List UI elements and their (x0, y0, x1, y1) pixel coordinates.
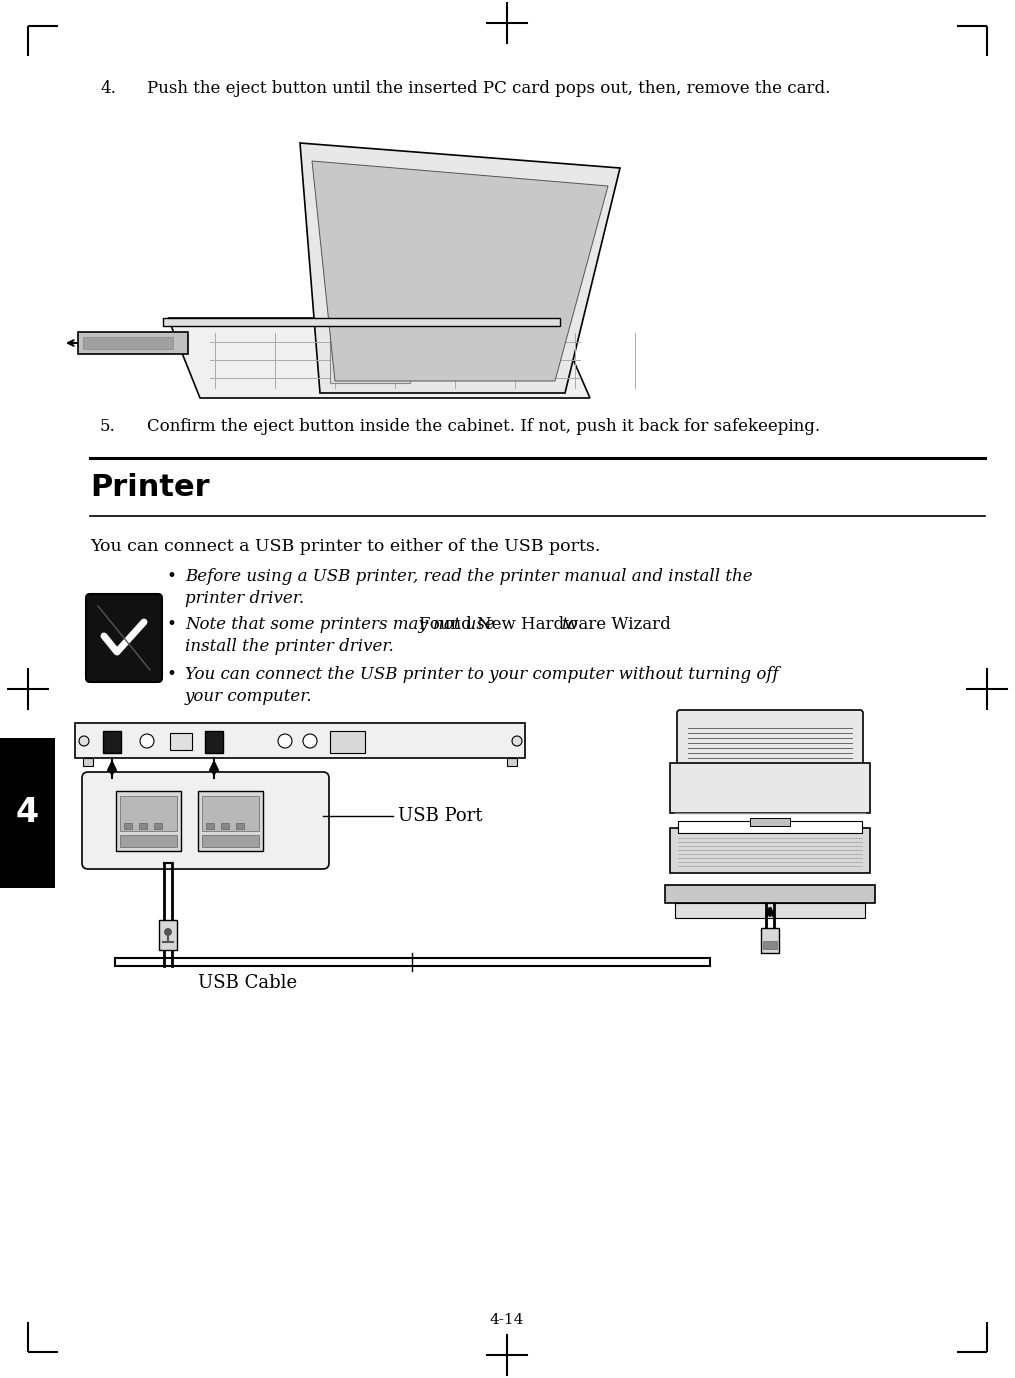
Bar (202, 835, 259, 847)
Text: 5.: 5. (100, 418, 116, 435)
Text: Found New Hardware Wizard: Found New Hardware Wizard (419, 616, 676, 633)
Text: •: • (167, 568, 177, 586)
Bar (124, 823, 132, 830)
Bar (330, 730, 365, 752)
Bar (750, 819, 790, 825)
Bar (221, 823, 229, 830)
Bar (665, 885, 875, 903)
Text: USB Port: USB Port (398, 808, 482, 825)
FancyBboxPatch shape (677, 710, 863, 772)
Text: Note that some printers may not use: Note that some printers may not use (185, 616, 500, 633)
Bar (120, 796, 177, 831)
Text: 4.: 4. (100, 80, 116, 96)
Bar (154, 823, 162, 830)
Bar (670, 828, 870, 874)
Text: your computer.: your computer. (185, 688, 313, 706)
Polygon shape (168, 318, 590, 398)
Bar (205, 730, 223, 752)
Bar (116, 791, 181, 852)
Bar (508, 758, 517, 766)
Bar (236, 823, 244, 830)
Text: Before using a USB printer, read the printer manual and install the: Before using a USB printer, read the pri… (185, 568, 753, 586)
FancyBboxPatch shape (86, 594, 162, 682)
Polygon shape (300, 143, 620, 393)
Bar (763, 941, 777, 949)
Bar (139, 823, 147, 830)
Bar (103, 730, 121, 752)
Text: Push the eject button until the inserted PC card pops out, then, remove the card: Push the eject button until the inserted… (147, 80, 830, 96)
FancyBboxPatch shape (82, 772, 329, 870)
Bar (202, 796, 259, 831)
Text: to: to (561, 616, 578, 633)
Text: 4: 4 (15, 796, 39, 830)
Circle shape (79, 736, 89, 745)
Text: Printer: Printer (90, 473, 210, 502)
Circle shape (164, 927, 172, 936)
Text: •: • (167, 666, 177, 683)
Circle shape (512, 736, 522, 745)
Bar (670, 763, 870, 813)
Bar (0, 739, 55, 887)
Bar (120, 835, 177, 847)
Bar (678, 821, 862, 832)
Bar (198, 791, 263, 852)
Bar (206, 823, 214, 830)
Bar (330, 328, 410, 383)
Circle shape (303, 734, 317, 748)
Circle shape (278, 734, 292, 748)
Bar (83, 758, 93, 766)
Polygon shape (78, 332, 188, 354)
Text: USB Cable: USB Cable (198, 974, 297, 992)
Text: Confirm the eject button inside the cabinet. If not, push it back for safekeepin: Confirm the eject button inside the cabi… (147, 418, 820, 435)
Text: You can connect a USB printer to either of the USB ports.: You can connect a USB printer to either … (90, 537, 601, 555)
Bar (163, 318, 560, 327)
Bar (75, 723, 525, 758)
Bar (675, 903, 865, 918)
Circle shape (140, 734, 154, 748)
Text: You can connect the USB printer to your computer without turning off: You can connect the USB printer to your … (185, 666, 779, 683)
Bar (170, 733, 192, 750)
Text: install the printer driver.: install the printer driver. (185, 638, 394, 655)
Polygon shape (312, 161, 608, 380)
Bar (83, 338, 173, 349)
Bar (761, 927, 779, 954)
Text: •: • (167, 616, 177, 633)
Text: printer driver.: printer driver. (185, 590, 304, 606)
Bar (159, 921, 177, 949)
Text: 4-14: 4-14 (490, 1313, 524, 1327)
